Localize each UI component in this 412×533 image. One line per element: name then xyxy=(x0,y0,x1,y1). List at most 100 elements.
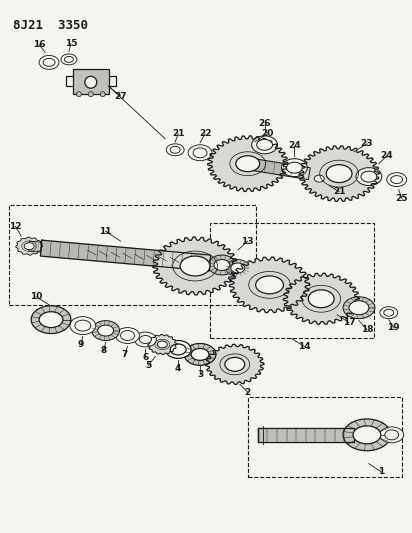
Ellipse shape xyxy=(61,54,77,65)
Ellipse shape xyxy=(170,344,186,355)
Text: 3: 3 xyxy=(197,370,203,379)
Circle shape xyxy=(76,92,81,96)
Bar xyxy=(248,397,402,477)
Ellipse shape xyxy=(165,341,191,358)
Polygon shape xyxy=(299,146,379,201)
Circle shape xyxy=(88,92,93,96)
Ellipse shape xyxy=(356,168,382,185)
Ellipse shape xyxy=(39,55,59,69)
Ellipse shape xyxy=(380,306,398,319)
Ellipse shape xyxy=(343,297,375,319)
Text: 7: 7 xyxy=(122,350,128,359)
Ellipse shape xyxy=(214,260,230,270)
Ellipse shape xyxy=(70,317,96,335)
Polygon shape xyxy=(148,335,177,354)
Ellipse shape xyxy=(286,162,302,173)
Ellipse shape xyxy=(92,321,119,341)
Text: 8: 8 xyxy=(101,346,107,355)
Text: 20: 20 xyxy=(261,130,274,139)
Ellipse shape xyxy=(208,255,236,275)
Ellipse shape xyxy=(226,260,250,277)
Ellipse shape xyxy=(166,144,184,156)
Ellipse shape xyxy=(116,328,139,343)
Ellipse shape xyxy=(353,426,381,444)
Text: 25: 25 xyxy=(396,194,408,203)
Text: 27: 27 xyxy=(114,92,127,101)
Text: 18: 18 xyxy=(360,325,373,334)
Polygon shape xyxy=(29,241,42,252)
Ellipse shape xyxy=(380,427,404,443)
Polygon shape xyxy=(208,136,288,191)
Ellipse shape xyxy=(231,263,245,273)
Ellipse shape xyxy=(25,244,33,248)
Ellipse shape xyxy=(39,312,63,328)
Text: 19: 19 xyxy=(387,323,400,332)
Ellipse shape xyxy=(180,256,210,276)
Polygon shape xyxy=(40,240,211,271)
Text: 15: 15 xyxy=(65,39,77,48)
Ellipse shape xyxy=(121,330,134,341)
Ellipse shape xyxy=(157,341,167,348)
Ellipse shape xyxy=(256,276,283,294)
Text: 11: 11 xyxy=(99,227,112,236)
Circle shape xyxy=(85,76,97,88)
Text: 8J21  3350: 8J21 3350 xyxy=(13,19,88,31)
Ellipse shape xyxy=(252,136,278,154)
Ellipse shape xyxy=(24,243,34,249)
Text: 24: 24 xyxy=(380,151,393,160)
Polygon shape xyxy=(247,158,310,180)
Text: 2: 2 xyxy=(245,387,251,397)
Polygon shape xyxy=(258,428,354,442)
Text: 4: 4 xyxy=(175,364,181,373)
Ellipse shape xyxy=(387,173,407,187)
Ellipse shape xyxy=(64,56,73,62)
Text: 21: 21 xyxy=(333,187,345,196)
Ellipse shape xyxy=(98,325,114,336)
Text: 22: 22 xyxy=(199,130,211,139)
Text: 1: 1 xyxy=(378,467,384,476)
Ellipse shape xyxy=(384,309,394,316)
Text: 14: 14 xyxy=(298,342,311,351)
Ellipse shape xyxy=(310,173,328,184)
Text: 24: 24 xyxy=(288,141,301,150)
Ellipse shape xyxy=(184,343,216,365)
Ellipse shape xyxy=(170,147,180,154)
Ellipse shape xyxy=(361,171,377,182)
Text: 9: 9 xyxy=(78,340,84,349)
Text: 12: 12 xyxy=(9,222,21,231)
Ellipse shape xyxy=(188,145,212,161)
Ellipse shape xyxy=(257,139,273,150)
Ellipse shape xyxy=(31,306,71,334)
Bar xyxy=(73,69,109,94)
Ellipse shape xyxy=(326,165,352,183)
Ellipse shape xyxy=(191,349,209,360)
Bar xyxy=(210,223,374,337)
Circle shape xyxy=(100,92,105,96)
Text: 10: 10 xyxy=(30,292,42,301)
Polygon shape xyxy=(153,237,237,295)
Text: 13: 13 xyxy=(241,237,254,246)
Text: 23: 23 xyxy=(360,139,373,148)
Text: 17: 17 xyxy=(343,318,355,327)
Text: 5: 5 xyxy=(145,361,152,370)
Ellipse shape xyxy=(134,332,156,347)
Ellipse shape xyxy=(343,419,391,451)
Ellipse shape xyxy=(43,59,55,67)
Text: 26: 26 xyxy=(258,119,271,128)
Polygon shape xyxy=(206,344,264,384)
Ellipse shape xyxy=(225,358,245,372)
Text: 6: 6 xyxy=(142,353,149,362)
Ellipse shape xyxy=(281,159,307,176)
Bar xyxy=(9,205,256,305)
Polygon shape xyxy=(16,237,42,255)
Ellipse shape xyxy=(349,301,369,314)
Polygon shape xyxy=(229,257,309,313)
Ellipse shape xyxy=(314,175,324,182)
Ellipse shape xyxy=(193,148,207,158)
Ellipse shape xyxy=(139,336,151,343)
Text: 16: 16 xyxy=(33,40,45,49)
Ellipse shape xyxy=(385,430,399,440)
Ellipse shape xyxy=(236,156,260,172)
Text: 21: 21 xyxy=(172,130,185,139)
Ellipse shape xyxy=(391,175,403,183)
